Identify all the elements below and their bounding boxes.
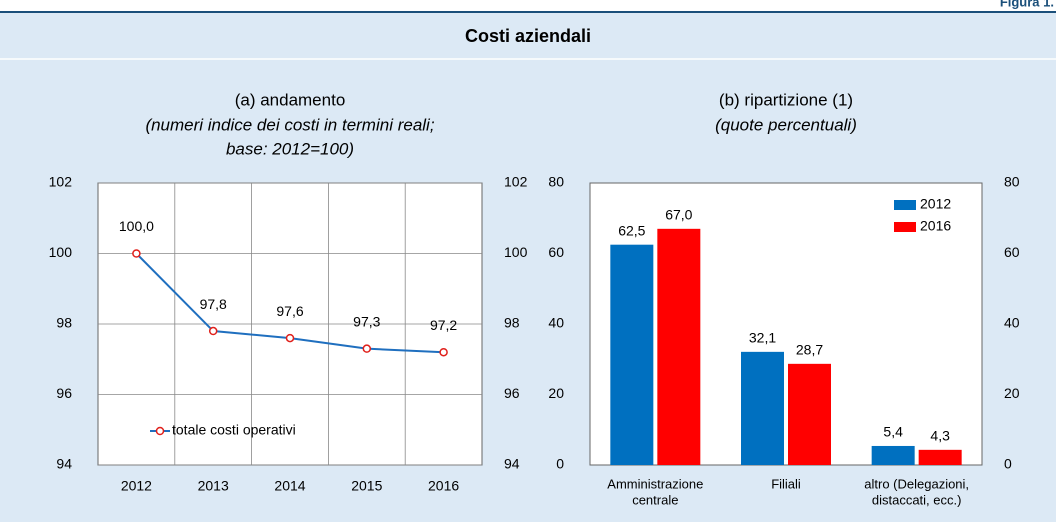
- x-tick-label: altro (Delegazioni,: [864, 476, 969, 491]
- value-label: 67,0: [665, 207, 692, 223]
- x-tick-label: 2016: [428, 478, 459, 494]
- x-tick-label: 2015: [351, 478, 382, 494]
- point: [285, 333, 295, 343]
- y-tick-label: 80: [548, 174, 564, 190]
- plot-area: [589, 182, 983, 466]
- legend-label: totale costi operativi: [172, 422, 296, 438]
- value-label: 4,3: [930, 428, 950, 444]
- x-tick-label: 2014: [274, 478, 305, 494]
- x-tick-label: distaccati, ecc.): [872, 492, 962, 507]
- value-label: 32,1: [749, 330, 776, 346]
- chart-title: (a) andamento: [235, 90, 346, 109]
- y2-tick-label: 96: [504, 385, 520, 401]
- x-tick-label: Amministrazione: [607, 476, 703, 491]
- value-label: 97,3: [353, 313, 380, 329]
- bar: [788, 363, 831, 465]
- figure-title: Costi aziendali: [465, 26, 591, 46]
- value-label: 97,8: [200, 296, 227, 312]
- y-tick-label: 94: [56, 456, 72, 472]
- figure-label: Figura 1.: [1000, 0, 1054, 9]
- x-tick-label: centrale: [632, 492, 678, 507]
- point: [362, 344, 372, 353]
- bar: [657, 228, 701, 465]
- point: [208, 326, 218, 336]
- point: [132, 249, 141, 258]
- legend-label: 2012: [920, 196, 951, 212]
- bar: [918, 449, 962, 465]
- y2-tick-label: 20: [1004, 385, 1020, 401]
- legend-marker: [155, 426, 165, 436]
- value-label: 100,0: [119, 218, 154, 234]
- value-label: 97,2: [430, 317, 457, 333]
- y-tick-label: 96: [56, 385, 72, 401]
- y2-tick-label: 0: [1004, 456, 1012, 472]
- x-tick-label: 2013: [198, 478, 229, 494]
- legend-label: 2016: [920, 218, 951, 234]
- bar: [871, 445, 915, 465]
- y2-tick-label: 98: [504, 315, 520, 331]
- chart-title: (b) ripartizione (1): [719, 90, 853, 109]
- bar: [610, 244, 654, 465]
- y2-tick-label: 94: [504, 456, 520, 472]
- y2-tick-label: 100: [504, 244, 528, 260]
- value-label: 28,7: [796, 342, 823, 358]
- bar: [741, 351, 784, 465]
- y2-tick-label: 102: [504, 174, 528, 190]
- chart-subtitle: base: 2012=100): [226, 139, 354, 158]
- y2-tick-label: 40: [1004, 315, 1020, 331]
- y-tick-label: 40: [548, 315, 564, 331]
- chart-subtitle: (quote percentuali): [715, 115, 857, 134]
- y-tick-label: 102: [49, 174, 73, 190]
- legend-swatch: [894, 222, 916, 232]
- value-label: 62,5: [618, 222, 645, 238]
- y-tick-label: 100: [49, 244, 73, 260]
- value-label: 5,4: [883, 424, 903, 440]
- y-tick-label: 0: [556, 456, 564, 472]
- value-label: 97,6: [276, 303, 303, 319]
- y-tick-label: 98: [56, 315, 72, 331]
- y2-tick-label: 80: [1004, 174, 1020, 190]
- chart-subtitle: (numeri indice dei costi in termini real…: [145, 115, 434, 134]
- legend-swatch: [894, 200, 916, 210]
- x-tick-label: Filiali: [771, 476, 801, 491]
- x-tick-label: 2012: [121, 478, 152, 494]
- point: [439, 347, 448, 357]
- y-tick-label: 60: [548, 244, 564, 260]
- y2-tick-label: 60: [1004, 244, 1020, 260]
- y-tick-label: 20: [548, 385, 564, 401]
